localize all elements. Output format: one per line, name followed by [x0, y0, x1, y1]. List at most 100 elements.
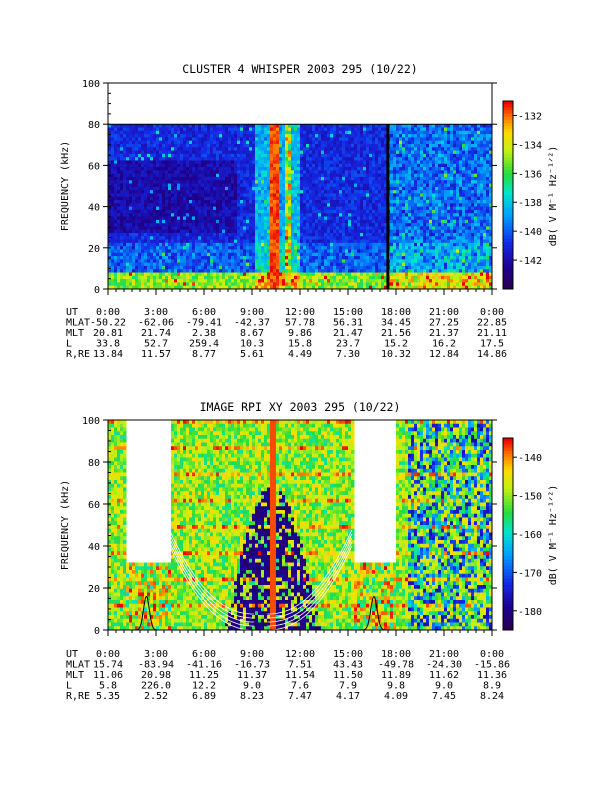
heatmap-cell [171, 272, 175, 277]
heatmap-cell [357, 157, 361, 161]
heatmap-cell [213, 124, 217, 128]
heatmap-cell [183, 163, 187, 168]
heatmap-cell [231, 265, 235, 270]
heatmap-cell [261, 176, 265, 181]
heatmap-cell [207, 232, 211, 237]
heatmap-cell [261, 275, 265, 280]
heatmap-cell [270, 167, 274, 171]
heatmap-cell [240, 262, 244, 267]
heatmap-cell [285, 242, 289, 247]
heatmap-cell [141, 147, 145, 152]
heatmap-cell [288, 176, 292, 181]
heatmap-cell [288, 203, 292, 208]
heatmap-cell [309, 150, 313, 155]
heatmap-cell [237, 259, 241, 264]
heatmap-cell [123, 200, 127, 204]
heatmap-cell [333, 137, 337, 142]
heatmap-cell [144, 242, 148, 247]
heatmap-cell [108, 160, 112, 165]
heatmap-cell [141, 223, 145, 227]
heatmap-cell [120, 130, 124, 135]
heatmap-cell [381, 239, 385, 244]
heatmap-cell [189, 150, 193, 155]
heatmap-cell [174, 262, 178, 267]
heatmap-cell [393, 256, 397, 260]
heatmap-cell [390, 213, 394, 217]
heatmap-cell [162, 153, 166, 158]
heatmap-cell [237, 200, 241, 204]
heatmap-cell [114, 209, 118, 214]
heatmap-cell [282, 232, 286, 237]
heatmap-cell [327, 249, 331, 254]
heatmap-cell [198, 180, 202, 185]
heatmap-cell [363, 130, 367, 135]
heatmap-cell [324, 242, 328, 247]
heatmap-cell [156, 193, 160, 198]
heatmap-cell [348, 246, 352, 250]
heatmap-cell [255, 176, 259, 181]
heatmap-cell [162, 265, 166, 270]
heatmap-cell [381, 173, 385, 178]
heatmap-cell [396, 203, 400, 208]
heatmap-cell [309, 246, 313, 250]
heatmap-cell [357, 193, 361, 198]
heatmap-cell [228, 196, 232, 201]
heatmap-cell [111, 262, 115, 267]
heatmap-cell [267, 160, 271, 165]
heatmap-cell [405, 173, 409, 178]
heatmap-cell [186, 196, 190, 201]
heatmap-cell [108, 265, 112, 270]
heatmap-cell [207, 236, 211, 241]
heatmap-cell [108, 275, 112, 280]
heatmap-cell [177, 275, 181, 280]
heatmap-cell [174, 137, 178, 142]
heatmap-cell [237, 229, 241, 234]
heatmap-cell [303, 134, 307, 138]
heatmap-cell [258, 134, 262, 138]
heatmap-cell [390, 203, 394, 208]
heatmap-cell [153, 229, 157, 234]
heatmap-cell [135, 170, 139, 175]
heatmap-cell [243, 229, 247, 234]
heatmap-cell [180, 127, 184, 132]
heatmap-cell [336, 150, 340, 155]
heatmap-cell [375, 285, 379, 290]
heatmap-cell [150, 153, 154, 158]
heatmap-cell [348, 279, 352, 283]
heatmap-cell [210, 232, 214, 237]
heatmap-cell [174, 226, 178, 231]
heatmap-cell [297, 190, 301, 194]
heatmap-cell [132, 190, 136, 194]
heatmap-cell [234, 170, 238, 175]
heatmap-cell [222, 256, 226, 260]
heatmap-cell [156, 150, 160, 155]
heatmap-cell [219, 157, 223, 161]
heatmap-cell [120, 249, 124, 254]
heatmap-cell [192, 256, 196, 260]
heatmap-cell [243, 140, 247, 145]
heatmap-cell [258, 249, 262, 254]
heatmap-cell [114, 170, 118, 175]
heatmap-cell [267, 209, 271, 214]
heatmap-cell [279, 176, 283, 181]
heatmap-cell [159, 193, 163, 198]
heatmap-cell [351, 134, 355, 138]
heatmap-cell [324, 163, 328, 168]
heatmap-cell [291, 223, 295, 227]
heatmap-cell [249, 256, 253, 260]
heatmap-cell [204, 203, 208, 208]
heatmap-cell [384, 150, 388, 155]
heatmap-cell [261, 242, 265, 247]
heatmap-cell [357, 262, 361, 267]
heatmap-cell [318, 223, 322, 227]
heatmap-cell [324, 157, 328, 161]
heatmap-cell [288, 200, 292, 204]
heatmap-cell [288, 186, 292, 191]
heatmap-cell [168, 157, 172, 161]
heatmap-cell [258, 262, 262, 267]
heatmap-cell [210, 242, 214, 247]
heatmap-cell [396, 232, 400, 237]
heatmap-cell [309, 134, 313, 138]
heatmap-cell [222, 137, 226, 142]
heatmap-cell [270, 279, 274, 283]
